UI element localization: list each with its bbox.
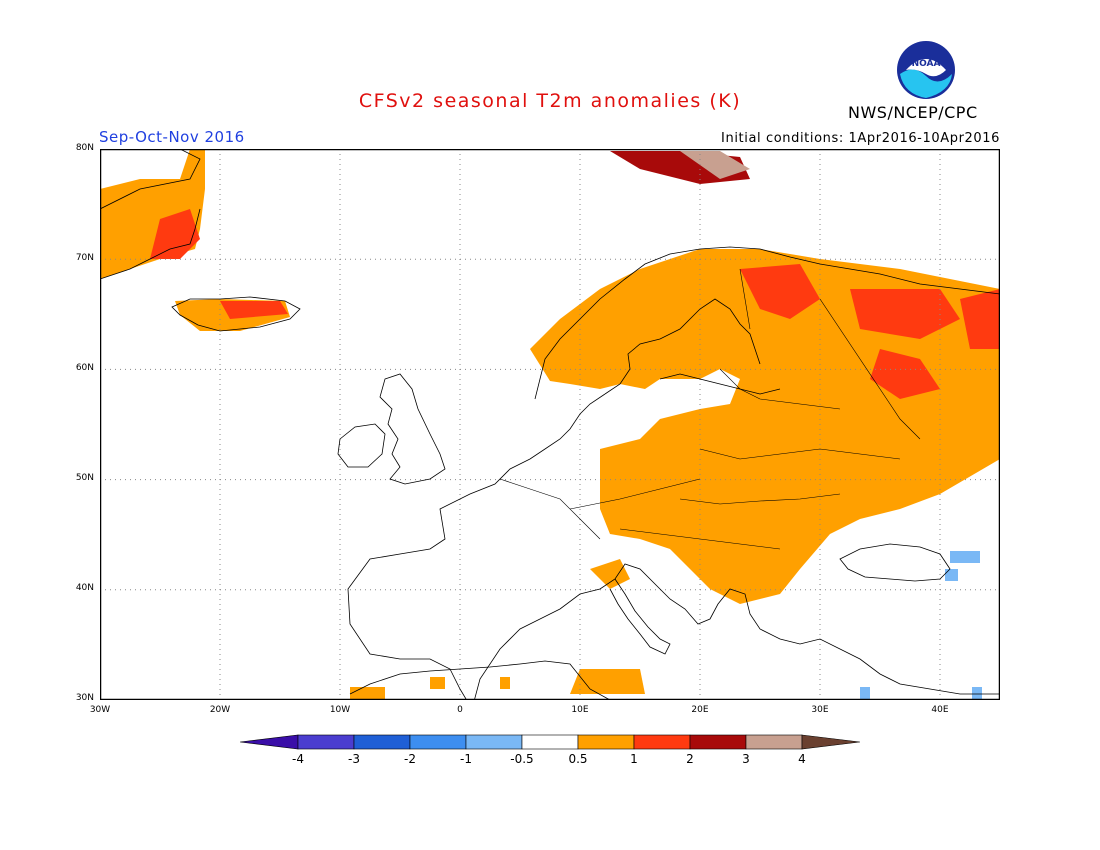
lon-label: 30W	[89, 705, 111, 715]
colorbar-box	[689, 734, 747, 750]
colorbar-box	[465, 734, 523, 750]
agency-label: NWS/NCEP/CPC	[848, 103, 978, 122]
lon-label: 20W	[209, 705, 231, 715]
coastlines	[100, 149, 1000, 700]
colorbar-max-arrow	[801, 734, 860, 750]
colorbar-label: -4	[292, 752, 304, 766]
anomaly-algeria	[430, 677, 445, 689]
anomaly-svalbard-strong	[680, 151, 750, 179]
anomaly-tunisia	[500, 677, 510, 689]
logo-text: NOAA	[912, 59, 941, 69]
colorbar-box	[353, 734, 411, 750]
colorbar-label: 4	[798, 752, 806, 766]
colorbar-box	[577, 734, 635, 750]
colorbar-label: 0.5	[568, 752, 588, 766]
anomaly-russia-strong	[850, 289, 960, 339]
anomaly-caucasus-cool	[950, 551, 980, 563]
noaa-logo-icon: NOAA	[897, 41, 955, 99]
anomaly-map	[100, 149, 1000, 700]
anomaly-volga-strong	[870, 349, 940, 399]
colorbar-box	[745, 734, 803, 750]
anomaly-finland-strong	[740, 264, 820, 319]
colorbar	[240, 734, 860, 750]
colorbar-label: -2	[404, 752, 416, 766]
colorbar-label: -1	[460, 752, 472, 766]
season-label: Sep-Oct-Nov 2016	[99, 128, 245, 146]
anomaly-eastern-europe	[530, 249, 1000, 604]
lat-label: 60N	[75, 363, 94, 373]
lat-label: 30N	[75, 693, 94, 703]
colorbar-box	[633, 734, 691, 750]
initial-conditions-label: Initial conditions: 1Apr2016-10Apr2016	[721, 131, 1000, 146]
lat-label: 50N	[75, 473, 94, 483]
colorbar-box	[409, 734, 467, 750]
lat-label: 80N	[75, 143, 94, 153]
lat-lon-grid	[100, 149, 1000, 700]
lat-label: 70N	[75, 253, 94, 263]
colorbar-label: -0.5	[510, 752, 534, 766]
lat-label: 40N	[75, 583, 94, 593]
colorbar-label: 3	[742, 752, 750, 766]
lon-label: 40E	[931, 705, 949, 715]
anomaly-morocco	[350, 687, 385, 700]
colorbar-label: -3	[348, 752, 360, 766]
anomaly-greenland-strong	[150, 209, 200, 259]
lon-label: 10E	[571, 705, 589, 715]
anomaly-urals-strong	[960, 289, 1000, 349]
colorbar-box	[297, 734, 355, 750]
colorbar-label: 1	[630, 752, 638, 766]
anomaly-iraq-cool	[972, 687, 982, 700]
anomaly-iceland-strong	[220, 301, 288, 319]
lon-label: 10W	[329, 705, 351, 715]
anomaly-caucasus-cool-2	[945, 569, 958, 581]
colorbar-box	[521, 734, 579, 750]
lon-label: 0	[457, 705, 463, 715]
map-frame	[100, 149, 1000, 700]
colorbar-min-arrow	[240, 734, 299, 750]
colorbar-label: 2	[686, 752, 694, 766]
anomaly-cells	[100, 149, 1000, 700]
lon-label: 20E	[691, 705, 709, 715]
lon-label: 30E	[811, 705, 829, 715]
map-title: CFSv2 seasonal T2m anomalies (K)	[358, 90, 742, 112]
anomaly-italy	[590, 559, 630, 589]
country-borders	[499, 268, 921, 550]
anomaly-levant-cool	[860, 687, 870, 700]
anomaly-libya	[570, 669, 645, 694]
